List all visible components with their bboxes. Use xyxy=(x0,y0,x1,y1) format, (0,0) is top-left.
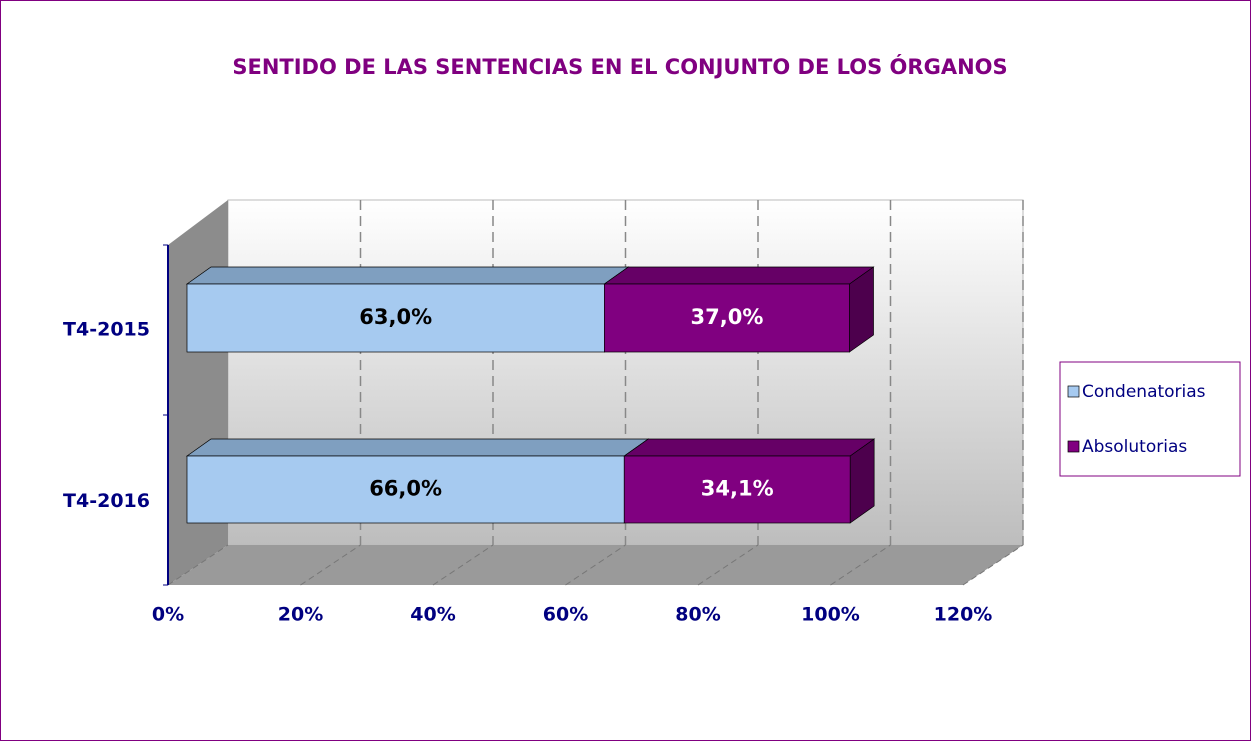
legend xyxy=(1059,361,1241,477)
grid-line xyxy=(565,544,626,586)
floor xyxy=(168,545,1023,585)
bar xyxy=(186,283,605,353)
data-label: 63,0% xyxy=(359,305,432,329)
x-tick-label: 20% xyxy=(278,604,323,626)
grid-line xyxy=(167,544,229,586)
grid-line xyxy=(830,544,891,586)
x-tick-label: 80% xyxy=(675,604,720,626)
x-tick-label: 120% xyxy=(934,604,993,626)
bar-top xyxy=(623,438,876,457)
bar-top xyxy=(603,266,875,285)
legend-swatch xyxy=(1067,440,1080,453)
legend-label: Condenatorias xyxy=(1082,382,1206,402)
x-tick-label: 60% xyxy=(543,604,588,626)
chart-title: SENTIDO DE LAS SENTENCIAS EN EL CONJUNTO… xyxy=(232,54,1007,79)
x-tick-label: 0% xyxy=(152,604,184,626)
bar-top xyxy=(185,266,630,285)
bar-top xyxy=(185,438,650,457)
grid-line xyxy=(962,544,1024,586)
side-wall xyxy=(168,200,228,585)
bar xyxy=(604,283,850,353)
bar xyxy=(623,455,851,524)
grid-line xyxy=(432,544,494,586)
x-tick-label: 100% xyxy=(801,604,860,626)
data-label: 34,1% xyxy=(701,477,774,501)
grid-line xyxy=(300,544,361,586)
y-tick-label: T4-2015 xyxy=(63,319,150,341)
legend-label: Absolutorias xyxy=(1082,437,1187,457)
y-tick-label: T4-2016 xyxy=(63,490,150,512)
data-label: 37,0% xyxy=(691,305,764,329)
legend-swatch xyxy=(1067,385,1080,398)
data-label: 66,0% xyxy=(369,477,442,501)
grid-line xyxy=(697,544,759,586)
x-tick-label: 40% xyxy=(410,604,455,626)
